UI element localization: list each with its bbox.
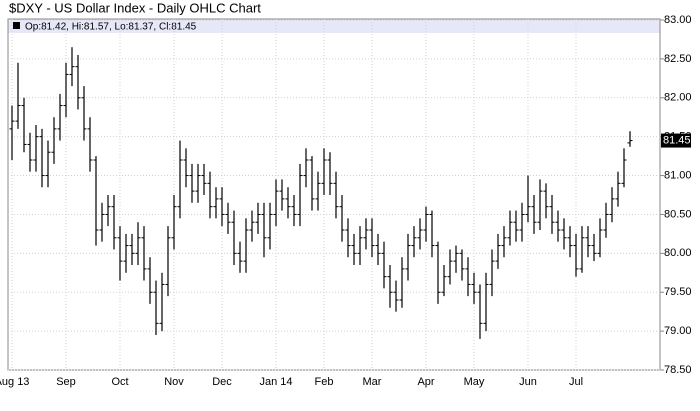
x-tick-label: Aug 13 [0, 376, 29, 388]
y-tick-label: 79.50 [664, 286, 692, 298]
x-tick-label: Jul [569, 376, 583, 388]
y-tick-label: 81.00 [664, 169, 692, 181]
ohlc-info: Op:81.42, Hi:81.57, Lo:81.37, Cl:81.45 [25, 22, 197, 33]
y-tick-label: 82.50 [664, 53, 692, 65]
y-tick-label: 83.00 [664, 14, 692, 26]
plot-frame [7, 18, 661, 371]
y-tick-label: 79.00 [664, 325, 692, 337]
x-tick-label: Jan 14 [259, 376, 292, 388]
x-tick-label: Apr [417, 376, 434, 388]
x-tick-label: Jun [519, 376, 537, 388]
info-icon [13, 22, 20, 29]
y-tick-label: 80.00 [664, 247, 692, 259]
x-tick-label: Dec [212, 376, 232, 388]
y-tick-label: 82.00 [664, 92, 692, 104]
info-band [8, 19, 660, 33]
x-tick-label: May [464, 376, 485, 388]
last-price-label: 81.45 [663, 134, 691, 146]
x-tick-label: Mar [363, 376, 382, 388]
y-tick-label: 78.50 [664, 364, 692, 376]
x-tick-label: Oct [111, 376, 128, 388]
last-price-box [661, 133, 691, 148]
chart-title: $DXY - US Dollar Index - Daily OHLC Char… [9, 0, 261, 15]
x-tick-label: Sep [56, 376, 76, 388]
x-tick-label: Feb [315, 376, 334, 388]
y-tick-label: 80.50 [664, 208, 692, 220]
x-tick-label: Nov [164, 376, 184, 388]
